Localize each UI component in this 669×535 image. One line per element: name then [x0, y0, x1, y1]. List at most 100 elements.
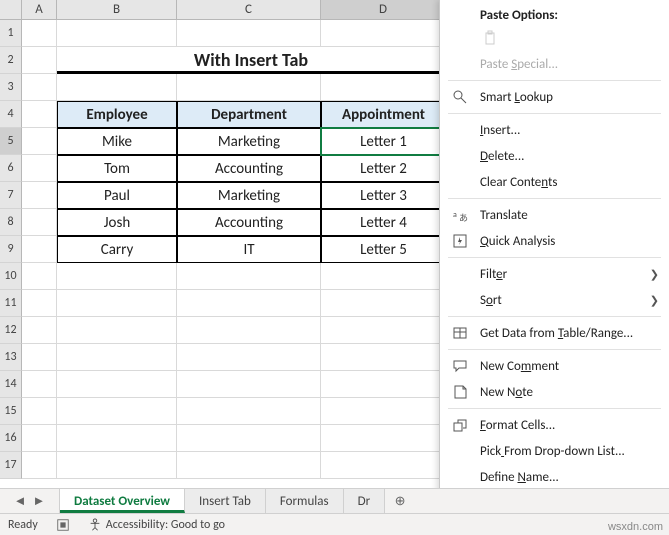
- sheet-tab-dataset-overview[interactable]: Dataset Overview: [60, 489, 185, 513]
- cell-B3[interactable]: [57, 74, 177, 101]
- menu-item-pick-list[interactable]: Pick From Drop-down List...: [440, 438, 669, 464]
- cell-A14[interactable]: [22, 371, 57, 398]
- row-number-9[interactable]: 9: [0, 236, 22, 263]
- row-number-7[interactable]: 7: [0, 182, 22, 209]
- cell-A10[interactable]: [22, 263, 57, 290]
- row-number-13[interactable]: 13: [0, 344, 22, 371]
- cell-A9[interactable]: [22, 236, 57, 263]
- cell-A1[interactable]: [22, 20, 57, 47]
- cell-A7[interactable]: [22, 182, 57, 209]
- cell-C16[interactable]: [177, 425, 321, 452]
- cell-B9[interactable]: Carry: [57, 236, 177, 263]
- cell-A5[interactable]: [22, 128, 57, 155]
- cell-D13[interactable]: [321, 344, 446, 371]
- cell-C13[interactable]: [177, 344, 321, 371]
- row-number-8[interactable]: 8: [0, 209, 22, 236]
- row-number-12[interactable]: 12: [0, 317, 22, 344]
- cell-C5[interactable]: Marketing: [177, 128, 321, 155]
- row-number-1[interactable]: 1: [0, 20, 22, 47]
- cell-D9[interactable]: Letter 5: [321, 236, 446, 263]
- cell-C12[interactable]: [177, 317, 321, 344]
- row-number-6[interactable]: 6: [0, 155, 22, 182]
- cell-D1[interactable]: [321, 20, 446, 47]
- column-header-C[interactable]: C: [177, 0, 321, 19]
- cell-A15[interactable]: [22, 398, 57, 425]
- cell-D8[interactable]: Letter 4: [321, 209, 446, 236]
- cell-D7[interactable]: Letter 3: [321, 182, 446, 209]
- menu-item-translate[interactable]: aあTranslate: [440, 202, 669, 228]
- tab-nav[interactable]: ◄►: [0, 489, 60, 513]
- cell-B11[interactable]: [57, 290, 177, 317]
- menu-item-delete[interactable]: Delete...: [440, 143, 669, 169]
- cell-D5[interactable]: Letter 1: [321, 128, 446, 155]
- sheet-tab-dr[interactable]: Dr: [344, 489, 386, 513]
- cell-C9[interactable]: IT: [177, 236, 321, 263]
- row-number-5[interactable]: 5: [0, 128, 22, 155]
- cell-C15[interactable]: [177, 398, 321, 425]
- menu-item-filter[interactable]: Filter❯: [440, 261, 669, 287]
- add-sheet-button[interactable]: ⊕: [385, 489, 415, 513]
- menu-item-get-data[interactable]: Get Data from Table/Range...: [440, 320, 669, 346]
- cell-C4[interactable]: Department: [177, 101, 321, 128]
- column-header-B[interactable]: B: [57, 0, 177, 19]
- cell-A2[interactable]: [22, 47, 57, 74]
- select-all-corner[interactable]: [0, 0, 22, 19]
- cell-A6[interactable]: [22, 155, 57, 182]
- menu-item-smart-lookup[interactable]: Smart Lookup: [440, 84, 669, 110]
- cell-D16[interactable]: [321, 425, 446, 452]
- cell-B10[interactable]: [57, 263, 177, 290]
- menu-item-sort[interactable]: Sort❯: [440, 287, 669, 313]
- cell-D10[interactable]: [321, 263, 446, 290]
- row-number-10[interactable]: 10: [0, 263, 22, 290]
- status-accessibility[interactable]: Accessibility: Good to go: [88, 518, 225, 532]
- cell-A3[interactable]: [22, 74, 57, 101]
- cell-D11[interactable]: [321, 290, 446, 317]
- sheet-tab-insert-tab[interactable]: Insert Tab: [185, 489, 266, 513]
- cell-C17[interactable]: [177, 452, 321, 479]
- cell-D15[interactable]: [321, 398, 446, 425]
- cell-C11[interactable]: [177, 290, 321, 317]
- cell-B14[interactable]: [57, 371, 177, 398]
- row-number-3[interactable]: 3: [0, 74, 22, 101]
- cell-D12[interactable]: [321, 317, 446, 344]
- cell-B8[interactable]: Josh: [57, 209, 177, 236]
- cell-A8[interactable]: [22, 209, 57, 236]
- cell-C10[interactable]: [177, 263, 321, 290]
- cell-C3[interactable]: [177, 74, 321, 101]
- cell-C14[interactable]: [177, 371, 321, 398]
- row-number-4[interactable]: 4: [0, 101, 22, 128]
- cell-D3[interactable]: [321, 74, 446, 101]
- cell-A12[interactable]: [22, 317, 57, 344]
- cell-A17[interactable]: [22, 452, 57, 479]
- cell-C1[interactable]: [177, 20, 321, 47]
- cell-B2[interactable]: With Insert Tab: [57, 47, 446, 74]
- cell-A11[interactable]: [22, 290, 57, 317]
- cell-B5[interactable]: Mike: [57, 128, 177, 155]
- cell-B15[interactable]: [57, 398, 177, 425]
- row-number-2[interactable]: 2: [0, 47, 22, 74]
- cell-D14[interactable]: [321, 371, 446, 398]
- cell-B17[interactable]: [57, 452, 177, 479]
- cell-B16[interactable]: [57, 425, 177, 452]
- cell-A13[interactable]: [22, 344, 57, 371]
- cell-D4[interactable]: Appointment: [321, 101, 446, 128]
- row-number-16[interactable]: 16: [0, 425, 22, 452]
- row-number-14[interactable]: 14: [0, 371, 22, 398]
- cell-B13[interactable]: [57, 344, 177, 371]
- sheet-tab-formulas[interactable]: Formulas: [266, 489, 344, 513]
- menu-item-quick-analysis[interactable]: Quick Analysis: [440, 228, 669, 254]
- cell-D17[interactable]: [321, 452, 446, 479]
- cell-C7[interactable]: Marketing: [177, 182, 321, 209]
- row-number-15[interactable]: 15: [0, 398, 22, 425]
- menu-item-format-cells[interactable]: Format Cells...: [440, 412, 669, 438]
- cell-A4[interactable]: [22, 101, 57, 128]
- cell-B4[interactable]: Employee: [57, 101, 177, 128]
- cell-A16[interactable]: [22, 425, 57, 452]
- cell-C6[interactable]: Accounting: [177, 155, 321, 182]
- column-header-A[interactable]: A: [22, 0, 57, 19]
- cell-C8[interactable]: Accounting: [177, 209, 321, 236]
- menu-item-new-note[interactable]: New Note: [440, 379, 669, 405]
- cell-B7[interactable]: Paul: [57, 182, 177, 209]
- row-number-17[interactable]: 17: [0, 452, 22, 479]
- column-header-D[interactable]: D: [321, 0, 446, 19]
